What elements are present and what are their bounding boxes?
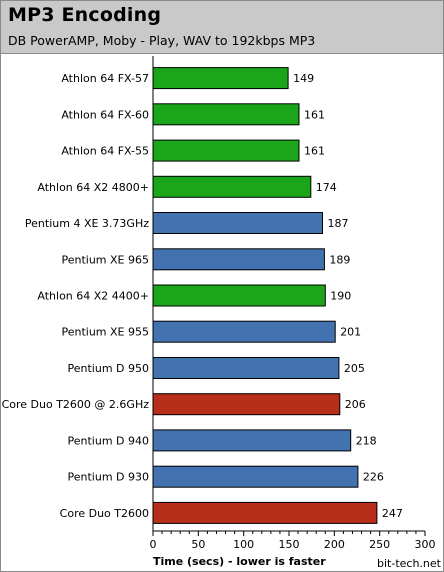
bar (152, 393, 341, 416)
x-tick-label: 150 (279, 538, 300, 551)
x-tick-label: 100 (233, 538, 254, 551)
bar (152, 67, 289, 90)
chart-title: MP3 Encoding (8, 4, 162, 26)
watermark: bit-tech.net (377, 557, 441, 570)
x-axis-label: Time (secs) - lower is faster (153, 555, 326, 568)
data-label: 189 (329, 253, 350, 266)
data-label: 206 (345, 398, 366, 411)
data-label: 218 (356, 434, 377, 447)
bar (152, 429, 352, 452)
category-label: Athlon 64 FX-55 (61, 145, 149, 158)
category-label: Core Duo T2600 @ 2.6GHz (2, 398, 150, 411)
category-label: Pentium 4 XE 3.73GHz (25, 217, 149, 230)
x-tick-label: 200 (324, 538, 345, 551)
data-label: 201 (340, 326, 361, 339)
x-tick-label: 50 (191, 538, 205, 551)
data-label: 161 (304, 108, 325, 121)
bar (152, 320, 336, 343)
category-label: Pentium D 930 (68, 471, 150, 484)
bar (152, 212, 323, 234)
data-label: 149 (293, 72, 314, 85)
x-tick-label: 250 (369, 538, 390, 551)
bar (152, 284, 326, 307)
category-label: Pentium XE 955 (61, 326, 149, 339)
category-label: Pentium XE 965 (61, 253, 149, 266)
category-label: Core Duo T2600 (60, 507, 149, 520)
category-label: Athlon 64 X2 4400+ (37, 290, 149, 303)
category-label: Pentium D 950 (68, 362, 150, 375)
bar (152, 501, 378, 524)
bar (152, 248, 325, 271)
bar (152, 357, 340, 379)
category-label: Athlon 64 FX-60 (61, 108, 149, 121)
data-label: 187 (328, 217, 349, 230)
bar (152, 175, 312, 198)
bar (152, 139, 300, 162)
data-label: 161 (304, 145, 325, 158)
x-axis: 0 50 100 150 200 250 300 (150, 56, 436, 551)
chart-header: MP3 Encoding DB PowerAMP, Moby - Play, W… (1, 1, 443, 54)
category-label: Pentium D 940 (68, 434, 150, 447)
chart-subtitle: DB PowerAMP, Moby - Play, WAV to 192kbps… (8, 33, 316, 48)
data-label: 226 (363, 471, 384, 484)
category-label: Athlon 64 X2 4800+ (37, 181, 149, 194)
bar (152, 465, 359, 488)
data-label: 174 (316, 181, 337, 194)
data-label: 247 (382, 507, 403, 520)
bar (152, 103, 300, 126)
bars-layer: Athlon 64 FX-57 149 Athlon 64 FX-60 161 Athl… (2, 67, 403, 524)
data-label: 190 (330, 290, 351, 303)
category-label: Athlon 64 FX-57 (61, 72, 149, 85)
x-tick-label: 300 (415, 538, 436, 551)
x-tick-label: 0 (150, 538, 157, 551)
data-label: 205 (344, 362, 365, 375)
